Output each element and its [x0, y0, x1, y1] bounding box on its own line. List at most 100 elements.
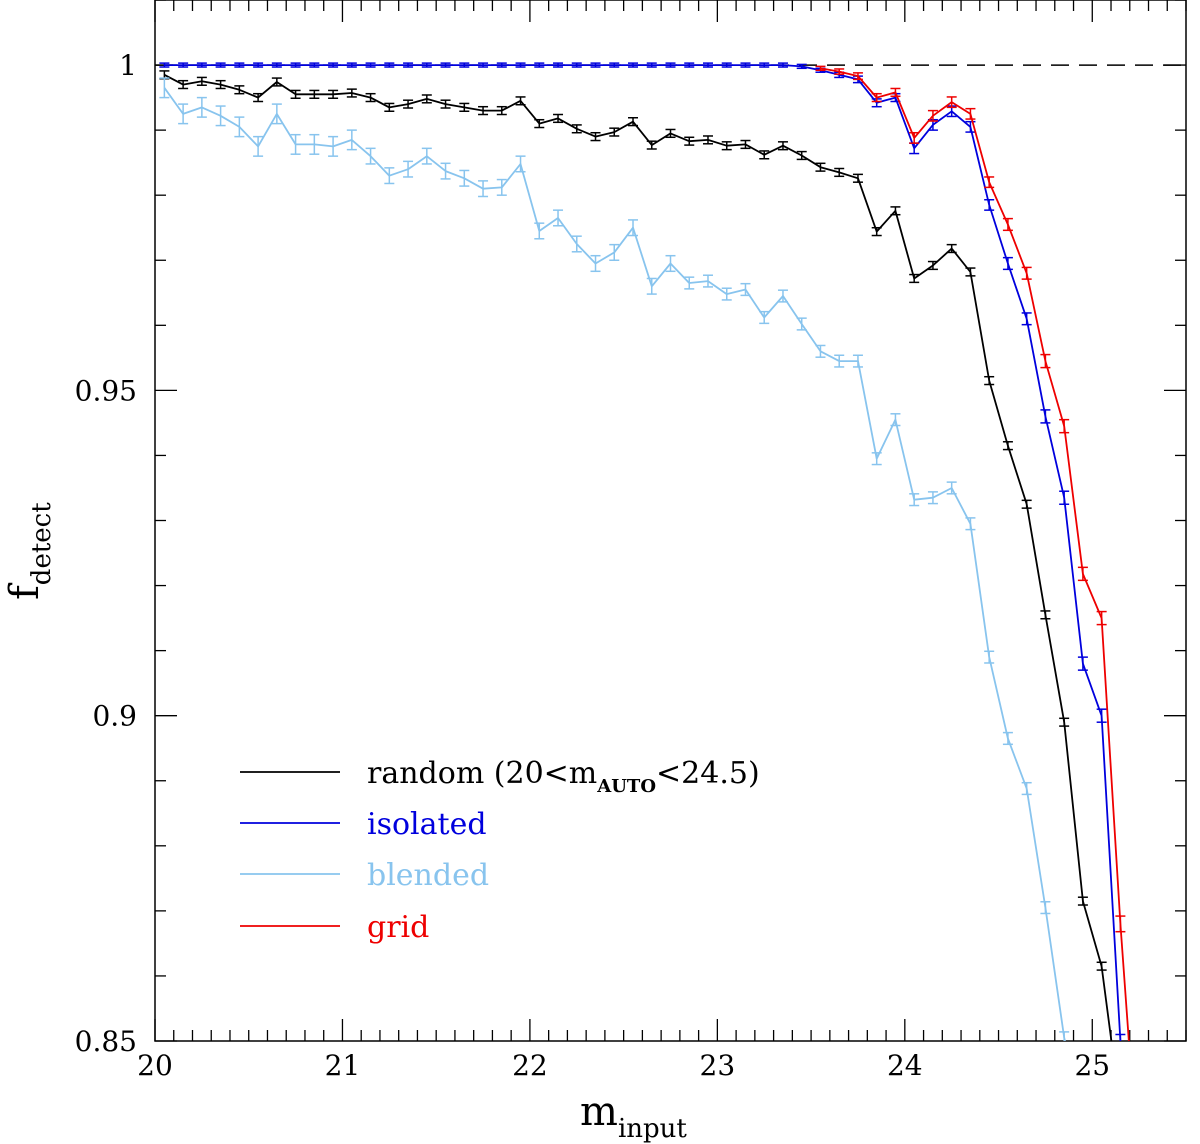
- data-point-isolated: [665, 62, 676, 68]
- data-point-blended: [646, 277, 657, 295]
- data-point-isolated: [440, 62, 451, 68]
- data-point-isolated: [215, 62, 226, 68]
- data-point-blended: [440, 162, 451, 180]
- x-tick-label: 25: [1074, 1049, 1110, 1082]
- data-point-blended: [534, 222, 545, 240]
- data-point-random: [1077, 896, 1088, 906]
- data-point-isolated: [1021, 312, 1032, 326]
- data-point-blended: [871, 452, 882, 466]
- plot-frame: [154, 0, 1187, 1042]
- data-point-blended: [702, 274, 713, 288]
- data-point-random: [440, 99, 451, 109]
- axis-ticks: [154, 0, 1187, 1042]
- data-point-blended: [665, 254, 676, 273]
- tick-labels: 20 21 22 23 24 25 0.85 0.9 0.95 1: [75, 49, 1110, 1082]
- data-point-random: [646, 140, 657, 150]
- data-point-blended: [984, 650, 995, 664]
- data-point-grid: [965, 107, 976, 120]
- data-point-blended: [721, 287, 732, 301]
- data-point-random: [1110, 1063, 1120, 1071]
- series-isolated: [159, 62, 1126, 1041]
- data-point-grid: [1096, 610, 1107, 626]
- data-point-grid: [909, 131, 920, 144]
- data-point-isolated: [1096, 708, 1107, 723]
- data-point-blended: [796, 317, 807, 331]
- data-point-isolated: [384, 62, 395, 68]
- data-point-random: [834, 167, 845, 178]
- y-tick-label: 0.95: [75, 374, 137, 407]
- data-point-random: [909, 273, 920, 284]
- data-point-isolated: [290, 62, 301, 68]
- data-point-random: [421, 94, 432, 104]
- legend-label-grid: grid: [367, 910, 429, 945]
- data-point-isolated: [1115, 1033, 1126, 1041]
- data-point-blended: [740, 282, 751, 297]
- data-point-random: [609, 127, 620, 137]
- data-point-random: [628, 117, 639, 127]
- data-point-isolated: [271, 62, 282, 68]
- data-point-isolated: [459, 62, 470, 68]
- data-point-isolated: [496, 62, 507, 68]
- data-point-blended: [815, 344, 826, 358]
- x-tick-label: 20: [137, 1049, 173, 1082]
- y-tick-label: 0.9: [92, 700, 137, 733]
- data-point-blended: [759, 310, 770, 325]
- data-point-isolated: [421, 62, 432, 68]
- data-point-random: [852, 173, 863, 183]
- data-point-random: [721, 141, 732, 151]
- data-point-grid: [1059, 418, 1070, 434]
- data-point-isolated: [553, 62, 564, 68]
- data-point-grid: [815, 65, 826, 72]
- data-point-isolated: [159, 62, 170, 68]
- data-point-blended: [852, 354, 863, 368]
- data-point-random: [777, 141, 788, 151]
- data-point-isolated: [777, 62, 788, 68]
- data-point-isolated: [759, 62, 770, 68]
- data-point-random: [965, 267, 976, 277]
- data-point-random: [1040, 610, 1051, 620]
- data-point-isolated: [571, 62, 582, 68]
- data-point-isolated: [403, 62, 414, 68]
- y-tick-label: 0.85: [75, 1025, 137, 1058]
- data-point-random: [478, 105, 489, 116]
- legend-label-blended: blended: [367, 858, 489, 893]
- data-point-blended: [478, 180, 489, 198]
- data-point-random: [571, 124, 582, 134]
- series-line-blended: [163, 87, 1066, 1041]
- data-point-random: [328, 89, 339, 99]
- data-point-grid: [1002, 217, 1013, 232]
- data-point-isolated: [984, 198, 995, 211]
- data-point-blended: [290, 133, 301, 155]
- series-random: [159, 70, 1120, 1071]
- x-tick-label: 21: [325, 1049, 361, 1082]
- data-point-grid: [890, 87, 901, 98]
- x-axis-title: minput: [580, 1089, 687, 1144]
- data-point-random: [702, 135, 713, 145]
- data-point-blended: [346, 129, 357, 151]
- data-point-blended: [609, 243, 620, 261]
- data-point-isolated: [365, 62, 376, 68]
- data-point-blended: [684, 276, 695, 290]
- data-point-blended: [215, 105, 226, 127]
- data-point-grid: [1021, 266, 1032, 280]
- data-point-blended: [459, 169, 470, 187]
- data-point-random: [871, 226, 882, 237]
- data-point-isolated: [515, 62, 526, 68]
- data-point-blended: [234, 116, 245, 138]
- y-tick-label: 1: [119, 49, 137, 82]
- data-point-isolated: [721, 62, 732, 68]
- data-point-blended: [909, 493, 920, 507]
- data-point-blended: [515, 155, 526, 173]
- data-point-random: [1059, 717, 1070, 727]
- data-point-isolated: [628, 62, 639, 68]
- data-point-blended: [159, 77, 170, 99]
- legend: random (20<mAUTO<24.5) isolated blended …: [240, 756, 760, 945]
- data-point-random: [459, 102, 470, 113]
- data-point-isolated: [1002, 256, 1013, 271]
- data-point-isolated: [796, 63, 807, 70]
- data-point-random: [196, 76, 207, 86]
- x-tick-label: 22: [512, 1049, 548, 1082]
- series-layer: [159, 62, 1130, 1071]
- data-point-blended: [403, 160, 414, 178]
- series-line-isolated: [164, 64, 1122, 1041]
